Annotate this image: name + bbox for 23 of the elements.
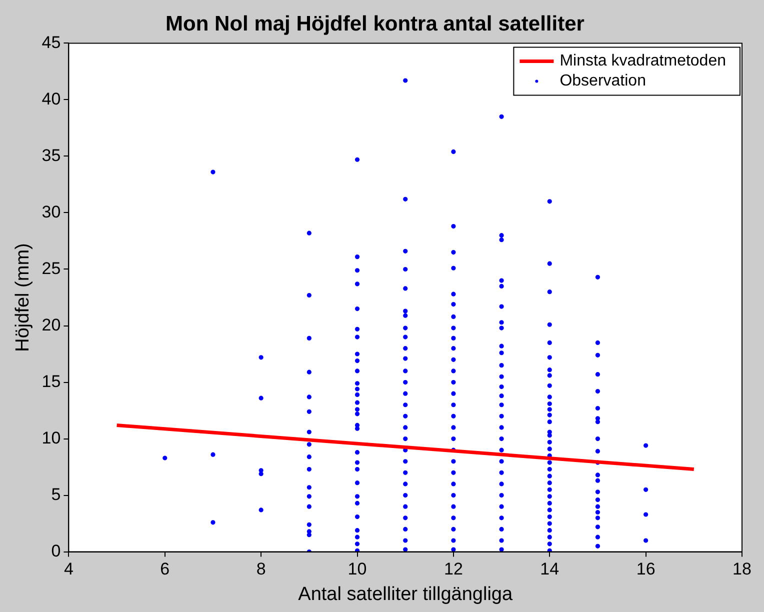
y-tick-label: 5: [51, 484, 61, 504]
x-tick-label: 4: [64, 560, 74, 579]
y-tick-label: 40: [42, 89, 61, 108]
y-axis-title: Höjdfel (mm): [12, 243, 34, 352]
x-tick-label: 18: [732, 560, 752, 579]
y-tick-label: 45: [42, 32, 61, 52]
x-tick-label: 10: [348, 560, 367, 579]
x-axis-title: Antal satelliter tillgängliga: [298, 584, 513, 605]
x-tick-label: 16: [636, 560, 656, 579]
chart-title: Mon Nol maj Höjdfel kontra antal satelliter: [166, 12, 584, 36]
legend-label: Observation: [560, 72, 646, 90]
y-tick-label: 15: [42, 372, 61, 391]
x-tick-label: 14: [540, 560, 560, 579]
legend-label: Minsta kvadratmetoden: [560, 52, 726, 70]
x-tick-label: 6: [160, 560, 170, 579]
x-tick-label: 12: [444, 560, 463, 579]
y-tick-label: 35: [42, 146, 61, 165]
y-tick-label: 20: [42, 315, 61, 334]
x-tick-label: 8: [256, 560, 266, 579]
y-tick-label: 30: [42, 202, 61, 222]
y-tick-label: 0: [51, 541, 61, 560]
y-tick-label: 10: [42, 428, 61, 448]
y-tick-label: 25: [42, 258, 61, 278]
